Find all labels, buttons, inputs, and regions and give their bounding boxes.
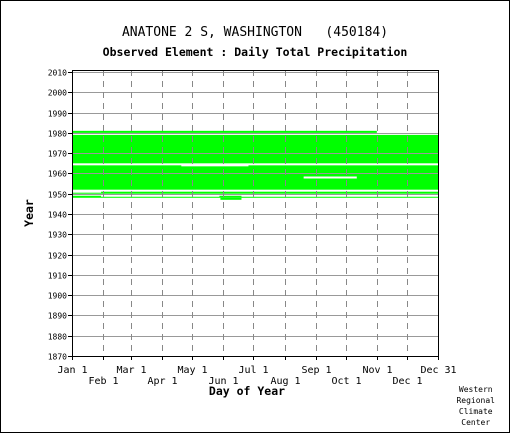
y-tick-label: 1960 <box>48 170 67 179</box>
data-gap <box>101 194 220 197</box>
y-tick-label: 1910 <box>48 272 67 281</box>
y-tick-label: 1880 <box>48 333 67 342</box>
x-tick-label: May 1 <box>177 365 207 376</box>
data-gap <box>241 194 438 197</box>
x-tick-label: Mar 1 <box>116 365 146 376</box>
plot-background <box>72 70 438 356</box>
y-tick-label: 2000 <box>48 89 67 98</box>
x-tick-label: Apr 1 <box>147 376 177 387</box>
plot-border <box>72 70 439 357</box>
x-tick-label: Dec 31 <box>420 365 456 376</box>
data-band <box>72 130 377 133</box>
x-tick-label: Jan 1 <box>57 365 87 376</box>
y-tick-label: 1870 <box>48 353 67 362</box>
data-band <box>72 165 438 190</box>
x-tick-label: Jun 1 <box>208 376 238 387</box>
x-tick-label: Dec 1 <box>392 376 422 387</box>
credit-text: Western Regional Climate Center <box>456 385 495 427</box>
x-tick-label: Aug 1 <box>270 376 300 387</box>
data-band <box>220 197 242 200</box>
x-tick-label: Jul 1 <box>238 365 268 376</box>
y-tick-label: 1980 <box>48 130 67 139</box>
plot-area <box>72 70 438 356</box>
y-tick-label: 1940 <box>48 211 67 220</box>
y-tick-label: 1950 <box>48 191 67 200</box>
x-tick-label: Nov 1 <box>362 365 392 376</box>
data-band <box>72 195 438 198</box>
y-tick-label: 1970 <box>48 150 67 159</box>
y-tick-labels: 1870 1880 1890 1900 1910 1920 1930 1940 1950 1960… <box>48 69 67 362</box>
chart-title: ANATONE 2 S, WASHINGTON (450184) <box>121 25 389 40</box>
y-tick-label: 1890 <box>48 312 67 321</box>
data-gap <box>181 164 249 167</box>
y-tick-label: 2010 <box>48 69 67 78</box>
x-gridlines <box>72 70 439 360</box>
data-gap <box>303 176 357 179</box>
x-axis-label: Day of Year <box>209 384 285 398</box>
y-tick-label: 1920 <box>48 252 67 261</box>
chart-subtitle: Observed Element : Daily Total Precipita… <box>102 45 408 59</box>
data-gaps <box>72 164 438 197</box>
x-tick-label: Feb 1 <box>88 376 118 387</box>
data-band <box>72 191 438 194</box>
y-tick-label: 1930 <box>48 231 67 240</box>
y-axis-label: Year <box>22 199 36 227</box>
y-tick-label: 1990 <box>48 110 67 119</box>
y-tick-label: 1900 <box>48 292 67 301</box>
x-tick-label: Sep 1 <box>301 365 331 376</box>
data-gap <box>72 190 102 193</box>
data-bands <box>72 130 438 200</box>
x-tick-label: Oct 1 <box>331 376 361 387</box>
data-band <box>72 134 438 164</box>
